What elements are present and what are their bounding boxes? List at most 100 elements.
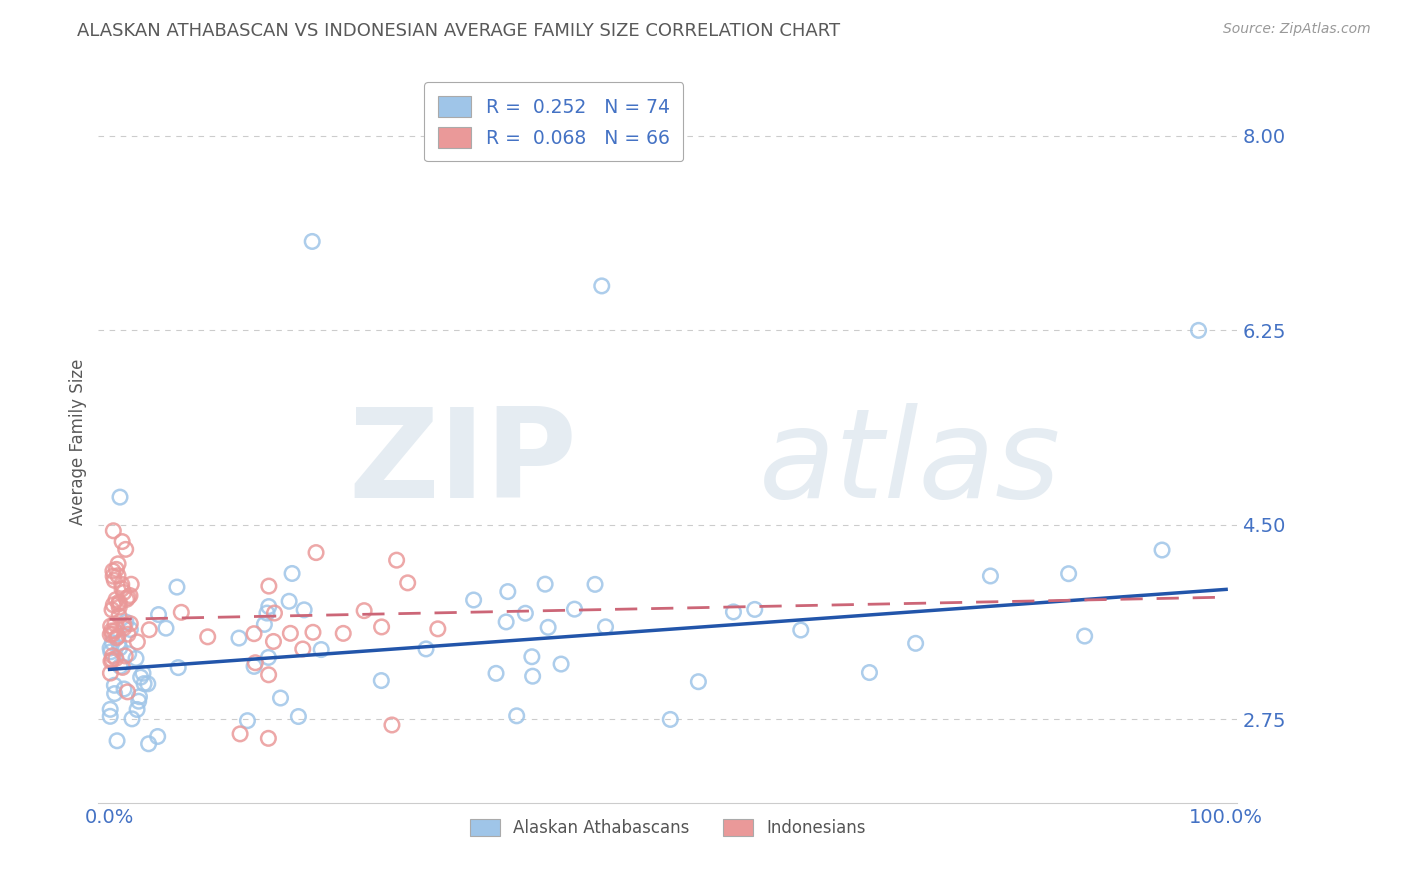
Point xyxy=(591,279,613,293)
Text: atlas: atlas xyxy=(759,402,1062,524)
Point xyxy=(291,642,314,657)
Point xyxy=(101,653,124,667)
Point xyxy=(148,607,170,622)
Point xyxy=(155,621,177,635)
Point xyxy=(229,727,252,741)
Point xyxy=(111,577,134,591)
Point xyxy=(107,635,129,649)
Point xyxy=(505,708,527,723)
Legend: Alaskan Athabascans, Indonesians: Alaskan Athabascans, Indonesians xyxy=(461,810,875,845)
Point xyxy=(127,635,149,649)
Point xyxy=(236,714,259,728)
Point xyxy=(426,622,449,636)
Text: ZIP: ZIP xyxy=(349,402,576,524)
Point xyxy=(103,524,125,538)
Text: ALASKAN ATHABASCAN VS INDONESIAN AVERAGE FAMILY SIZE CORRELATION CHART: ALASKAN ATHABASCAN VS INDONESIAN AVERAGE… xyxy=(77,22,841,40)
Point xyxy=(515,607,537,621)
Point xyxy=(262,634,284,648)
Point xyxy=(520,649,543,664)
Point xyxy=(305,546,328,560)
Point xyxy=(257,650,280,665)
Point xyxy=(120,616,142,631)
Point xyxy=(101,648,124,663)
Point xyxy=(301,235,323,249)
Y-axis label: Average Family Size: Average Family Size xyxy=(69,359,87,524)
Point xyxy=(108,609,131,624)
Point xyxy=(114,542,136,557)
Point xyxy=(120,623,142,637)
Point xyxy=(370,673,392,688)
Point xyxy=(110,659,132,673)
Point xyxy=(302,625,325,640)
Point xyxy=(120,577,142,591)
Point xyxy=(979,569,1001,583)
Point xyxy=(385,553,408,567)
Point xyxy=(128,690,150,704)
Point xyxy=(309,642,332,657)
Point xyxy=(257,579,280,593)
Point xyxy=(167,660,190,674)
Point xyxy=(537,620,560,634)
Point xyxy=(534,577,557,591)
Point xyxy=(115,615,138,629)
Point xyxy=(256,606,278,620)
Point xyxy=(166,580,188,594)
Point xyxy=(111,534,134,549)
Point xyxy=(245,656,267,670)
Point xyxy=(132,666,155,681)
Point xyxy=(107,557,129,571)
Point xyxy=(112,621,135,635)
Point xyxy=(104,687,127,701)
Point xyxy=(103,574,125,588)
Point xyxy=(278,594,301,608)
Point xyxy=(101,636,124,650)
Point xyxy=(128,694,150,708)
Point xyxy=(108,600,131,615)
Point xyxy=(111,660,134,674)
Point xyxy=(117,591,139,605)
Point xyxy=(104,651,127,665)
Point xyxy=(257,599,280,614)
Point xyxy=(496,584,519,599)
Point xyxy=(463,593,485,607)
Point xyxy=(688,674,710,689)
Point xyxy=(112,618,135,632)
Point xyxy=(287,709,309,723)
Point xyxy=(121,712,143,726)
Point xyxy=(100,645,122,659)
Point xyxy=(138,623,160,637)
Point xyxy=(125,651,148,665)
Point xyxy=(415,641,437,656)
Point xyxy=(257,731,280,746)
Point xyxy=(146,730,169,744)
Point xyxy=(243,626,266,640)
Point xyxy=(101,564,124,578)
Point xyxy=(103,598,125,612)
Point xyxy=(281,566,304,581)
Point xyxy=(115,592,138,607)
Point xyxy=(858,665,880,680)
Point xyxy=(111,582,134,596)
Point xyxy=(132,676,155,690)
Point xyxy=(723,605,745,619)
Point xyxy=(129,670,152,684)
Point xyxy=(263,606,285,620)
Point xyxy=(98,709,121,723)
Text: Source: ZipAtlas.com: Source: ZipAtlas.com xyxy=(1223,22,1371,37)
Point xyxy=(108,490,131,504)
Point xyxy=(101,627,124,641)
Point xyxy=(100,654,122,668)
Point xyxy=(170,605,193,619)
Point xyxy=(107,629,129,643)
Point xyxy=(100,624,122,638)
Point xyxy=(105,631,128,645)
Point xyxy=(107,568,129,582)
Point xyxy=(564,602,586,616)
Point xyxy=(108,595,131,609)
Point xyxy=(1150,543,1173,558)
Point xyxy=(105,562,128,576)
Point xyxy=(904,636,927,650)
Point xyxy=(98,702,121,716)
Point xyxy=(108,597,131,611)
Point xyxy=(1057,566,1080,581)
